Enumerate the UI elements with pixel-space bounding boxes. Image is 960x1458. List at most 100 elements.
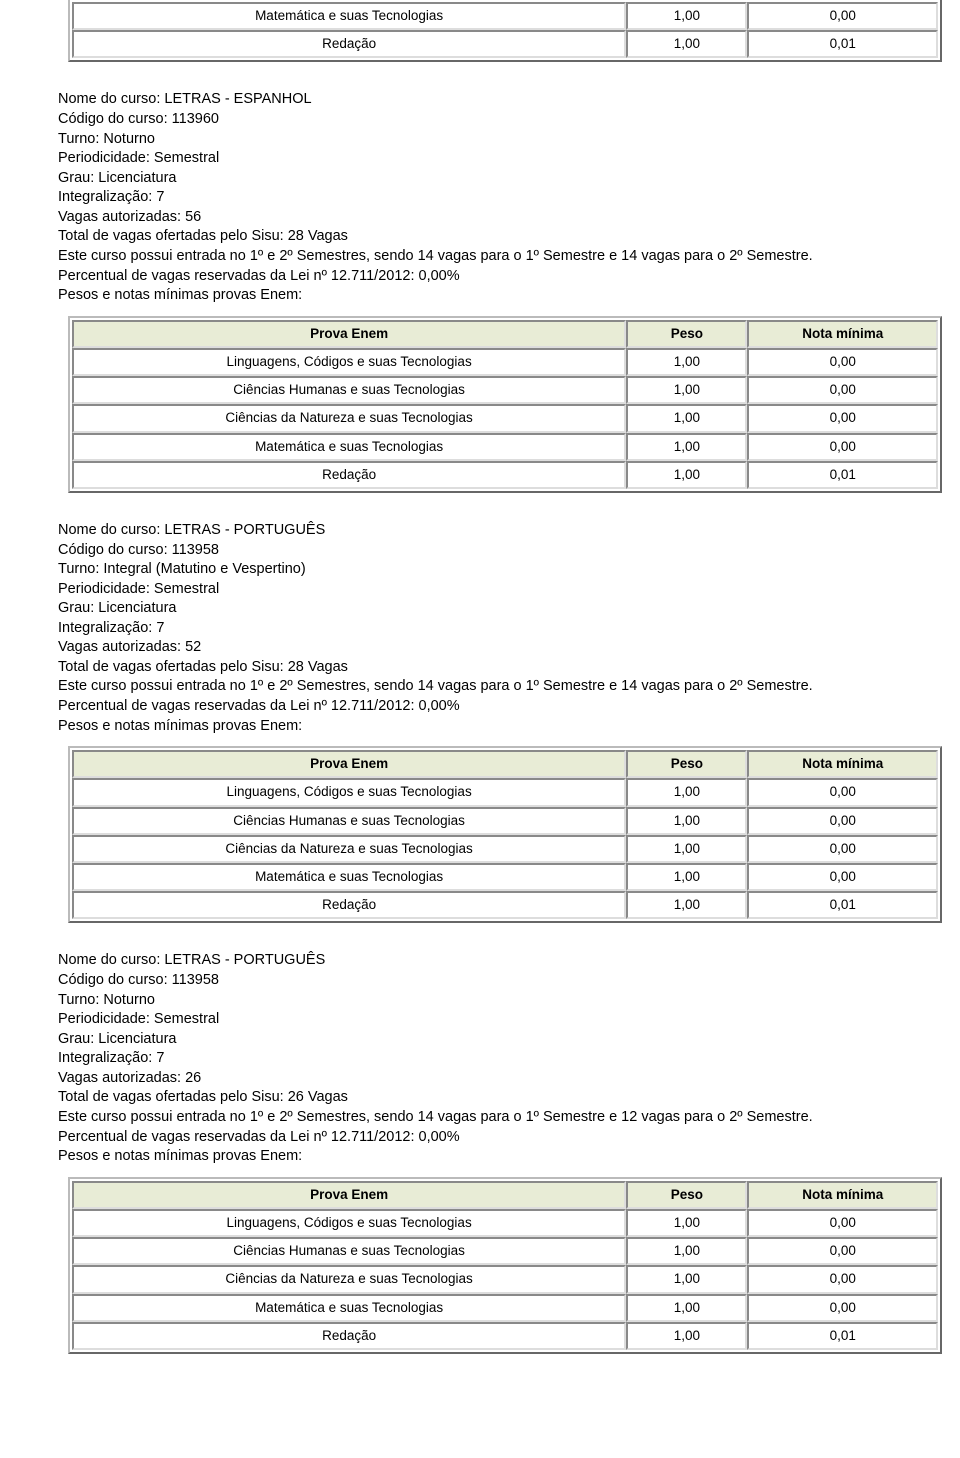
th-nota: Nota mínima [747,320,938,348]
page-body: Nome do curso: LETRAS - ESPANHOL Código … [0,90,960,1384]
enem-table: Prova Enem Peso Nota mínima Linguagens, … [68,1177,942,1354]
course-name: Nome do curso: LETRAS - PORTUGUÊS [58,521,942,541]
cell-prova: Matemática e suas Tecnologias [72,433,626,461]
cell-peso: 1,00 [626,376,747,404]
cell-prova: Linguagens, Códigos e suas Tecnologias [72,348,626,376]
cell-peso: 1,00 [626,433,747,461]
table-row: Redação 1,00 0,01 [72,30,938,58]
course-periodicidade: Periodicidade: Semestral [58,580,942,600]
cell-nota: 0,00 [747,348,938,376]
enem-table-partial: Matemática e suas Tecnologias 1,00 0,00 … [68,0,942,62]
th-prova: Prova Enem [72,1181,626,1209]
course-block: Nome do curso: LETRAS - PORTUGUÊS Código… [58,521,942,736]
cell-prova: Redação [72,461,626,489]
cell-prova: Matemática e suas Tecnologias [72,2,626,30]
course-total-sisu: Total de vagas ofertadas pelo Sisu: 26 V… [58,1088,942,1108]
cell-peso: 1,00 [626,1322,747,1350]
course-total-sisu: Total de vagas ofertadas pelo Sisu: 28 V… [58,658,942,678]
table-row: Matemática e suas Tecnologias1,000,00 [72,433,938,461]
course-block: Nome do curso: LETRAS - PORTUGUÊS Código… [58,951,942,1166]
th-peso: Peso [626,320,747,348]
table-header-row: Prova Enem Peso Nota mínima [72,1181,938,1209]
course-code: Código do curso: 113960 [58,110,942,130]
cell-prova: Linguagens, Códigos e suas Tecnologias [72,1209,626,1237]
th-peso: Peso [626,1181,747,1209]
course-entrada: Este curso possui entrada no 1º e 2º Sem… [58,1108,942,1128]
table-row: Matemática e suas Tecnologias1,000,00 [72,863,938,891]
cell-peso: 1,00 [626,863,747,891]
cell-peso: 1,00 [626,778,747,806]
course-grau: Grau: Licenciatura [58,1030,942,1050]
table-row: Ciências da Natureza e suas Tecnologias1… [72,1265,938,1293]
cell-nota: 0,00 [747,1265,938,1293]
course-turno: Turno: Noturno [58,991,942,1011]
table-row: Linguagens, Códigos e suas Tecnologias1,… [72,348,938,376]
th-prova: Prova Enem [72,320,626,348]
cell-peso: 1,00 [626,891,747,919]
cell-prova: Ciências Humanas e suas Tecnologias [72,376,626,404]
cell-peso: 1,00 [626,30,747,58]
cell-peso: 1,00 [626,1209,747,1237]
cell-prova: Ciências da Natureza e suas Tecnologias [72,1265,626,1293]
course-vagas-aut: Vagas autorizadas: 52 [58,638,942,658]
course-grau: Grau: Licenciatura [58,169,942,189]
course-integralizacao: Integralização: 7 [58,1049,942,1069]
cell-peso: 1,00 [626,404,747,432]
table-row: Matemática e suas Tecnologias 1,00 0,00 [72,2,938,30]
cell-prova: Matemática e suas Tecnologias [72,863,626,891]
course-pesos-label: Pesos e notas mínimas provas Enem: [58,1147,942,1167]
table-row: Redação1,000,01 [72,1322,938,1350]
course-code: Código do curso: 113958 [58,971,942,991]
cell-prova: Redação [72,891,626,919]
course-periodicidade: Periodicidade: Semestral [58,149,942,169]
table-row: Ciências Humanas e suas Tecnologias1,000… [72,376,938,404]
cell-prova: Ciências Humanas e suas Tecnologias [72,807,626,835]
course-code: Código do curso: 113958 [58,541,942,561]
course-periodicidade: Periodicidade: Semestral [58,1010,942,1030]
course-vagas-aut: Vagas autorizadas: 26 [58,1069,942,1089]
course-grau: Grau: Licenciatura [58,599,942,619]
course-turno: Turno: Integral (Matutino e Vespertino) [58,560,942,580]
enem-table: Prova Enem Peso Nota mínima Linguagens, … [68,316,942,493]
course-integralizacao: Integralização: 7 [58,188,942,208]
cell-nota: 0,00 [747,1294,938,1322]
cell-prova: Redação [72,30,626,58]
cell-prova: Ciências da Natureza e suas Tecnologias [72,835,626,863]
cell-peso: 1,00 [626,835,747,863]
cell-nota: 0,00 [747,2,938,30]
course-pesos-label: Pesos e notas mínimas provas Enem: [58,286,942,306]
cell-nota: 0,00 [747,1209,938,1237]
cell-nota: 0,00 [747,807,938,835]
cell-prova: Linguagens, Códigos e suas Tecnologias [72,778,626,806]
cell-prova: Ciências Humanas e suas Tecnologias [72,1237,626,1265]
cell-nota: 0,01 [747,30,938,58]
cell-prova: Ciências da Natureza e suas Tecnologias [72,404,626,432]
cell-peso: 1,00 [626,1265,747,1293]
cell-nota: 0,00 [747,404,938,432]
course-pesos-label: Pesos e notas mínimas provas Enem: [58,717,942,737]
table-row: Matemática e suas Tecnologias1,000,00 [72,1294,938,1322]
cell-peso: 1,00 [626,461,747,489]
cell-nota: 0,00 [747,433,938,461]
course-block: Nome do curso: LETRAS - ESPANHOL Código … [58,90,942,305]
cell-peso: 1,00 [626,1294,747,1322]
th-prova: Prova Enem [72,750,626,778]
course-percentual: Percentual de vagas reservadas da Lei nº… [58,267,942,287]
table-row: Ciências da Natureza e suas Tecnologias1… [72,404,938,432]
th-nota: Nota mínima [747,1181,938,1209]
table-row: Linguagens, Códigos e suas Tecnologias1,… [72,1209,938,1237]
cell-peso: 1,00 [626,807,747,835]
table-row: Redação1,000,01 [72,461,938,489]
cell-nota: 0,00 [747,835,938,863]
enem-table-wrap: Prova Enem Peso Nota mínima Linguagens, … [68,316,942,493]
enem-table-wrap: Prova Enem Peso Nota mínima Linguagens, … [68,1177,942,1354]
course-entrada: Este curso possui entrada no 1º e 2º Sem… [58,677,942,697]
cell-nota: 0,00 [747,778,938,806]
course-entrada: Este curso possui entrada no 1º e 2º Sem… [58,247,942,267]
table-row: Redação1,000,01 [72,891,938,919]
table-row: Ciências Humanas e suas Tecnologias1,000… [72,1237,938,1265]
table-row: Ciências Humanas e suas Tecnologias1,000… [72,807,938,835]
cell-prova: Redação [72,1322,626,1350]
table-header-row: Prova Enem Peso Nota mínima [72,320,938,348]
cell-peso: 1,00 [626,2,747,30]
